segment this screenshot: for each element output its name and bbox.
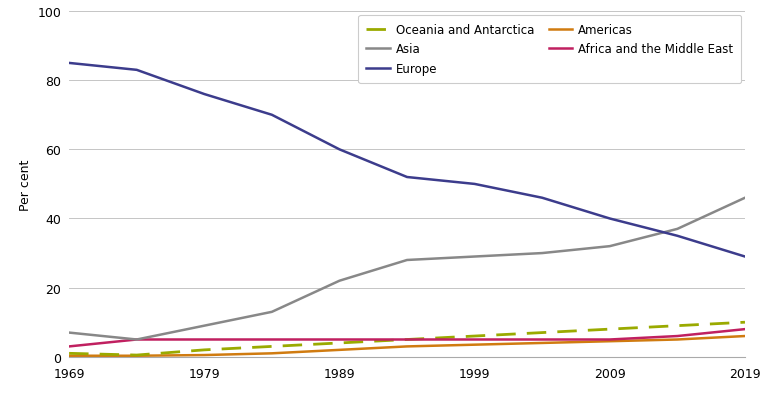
Europe [605,217,614,221]
Oceania and Antarctica [132,353,141,358]
Americas [65,353,74,358]
Americas [200,353,209,358]
Africa and the Middle East [132,337,141,342]
Asia [132,337,141,342]
Oceania and Antarctica [740,320,750,325]
Line: Africa and the Middle East: Africa and the Middle East [69,329,745,346]
Africa and the Middle East [538,337,547,342]
Asia [200,324,209,328]
Asia [673,227,682,232]
Africa and the Middle East [65,344,74,349]
Americas [132,353,141,358]
Oceania and Antarctica [200,348,209,352]
Asia [65,330,74,335]
Legend: Oceania and Antarctica, Asia, Europe, Americas, Africa and the Middle East: Oceania and Antarctica, Asia, Europe, Am… [358,16,741,84]
Europe [132,68,141,73]
Americas [740,334,750,338]
Oceania and Antarctica [335,341,344,346]
Asia [335,279,344,284]
Asia [605,244,614,249]
Europe [470,182,479,187]
Asia [267,310,276,314]
Africa and the Middle East [335,337,344,342]
Line: Europe: Europe [69,64,745,257]
Europe [740,255,750,259]
Africa and the Middle East [673,334,682,338]
Oceania and Antarctica [673,324,682,328]
Americas [267,351,276,356]
Oceania and Antarctica [538,330,547,335]
Line: Oceania and Antarctica: Oceania and Antarctica [69,322,745,355]
Americas [402,344,412,349]
Americas [538,341,547,346]
Africa and the Middle East [402,337,412,342]
Y-axis label: Per cent: Per cent [19,159,32,210]
Europe [267,113,276,118]
Line: Asia: Asia [69,198,745,340]
Oceania and Antarctica [402,337,412,342]
Europe [402,175,412,180]
Asia [538,251,547,256]
Europe [65,61,74,66]
Europe [538,196,547,200]
Africa and the Middle East [740,327,750,332]
Oceania and Antarctica [470,334,479,338]
Americas [335,348,344,352]
Africa and the Middle East [200,337,209,342]
Oceania and Antarctica [605,327,614,332]
Asia [740,196,750,200]
Africa and the Middle East [605,337,614,342]
Europe [200,92,209,97]
Americas [673,337,682,342]
Line: Americas: Americas [69,336,745,356]
Oceania and Antarctica [267,344,276,349]
Asia [402,258,412,263]
Americas [605,339,614,344]
Asia [470,255,479,259]
Africa and the Middle East [470,337,479,342]
Americas [470,342,479,347]
Europe [335,148,344,152]
Europe [673,234,682,239]
Oceania and Antarctica [65,351,74,356]
Africa and the Middle East [267,337,276,342]
